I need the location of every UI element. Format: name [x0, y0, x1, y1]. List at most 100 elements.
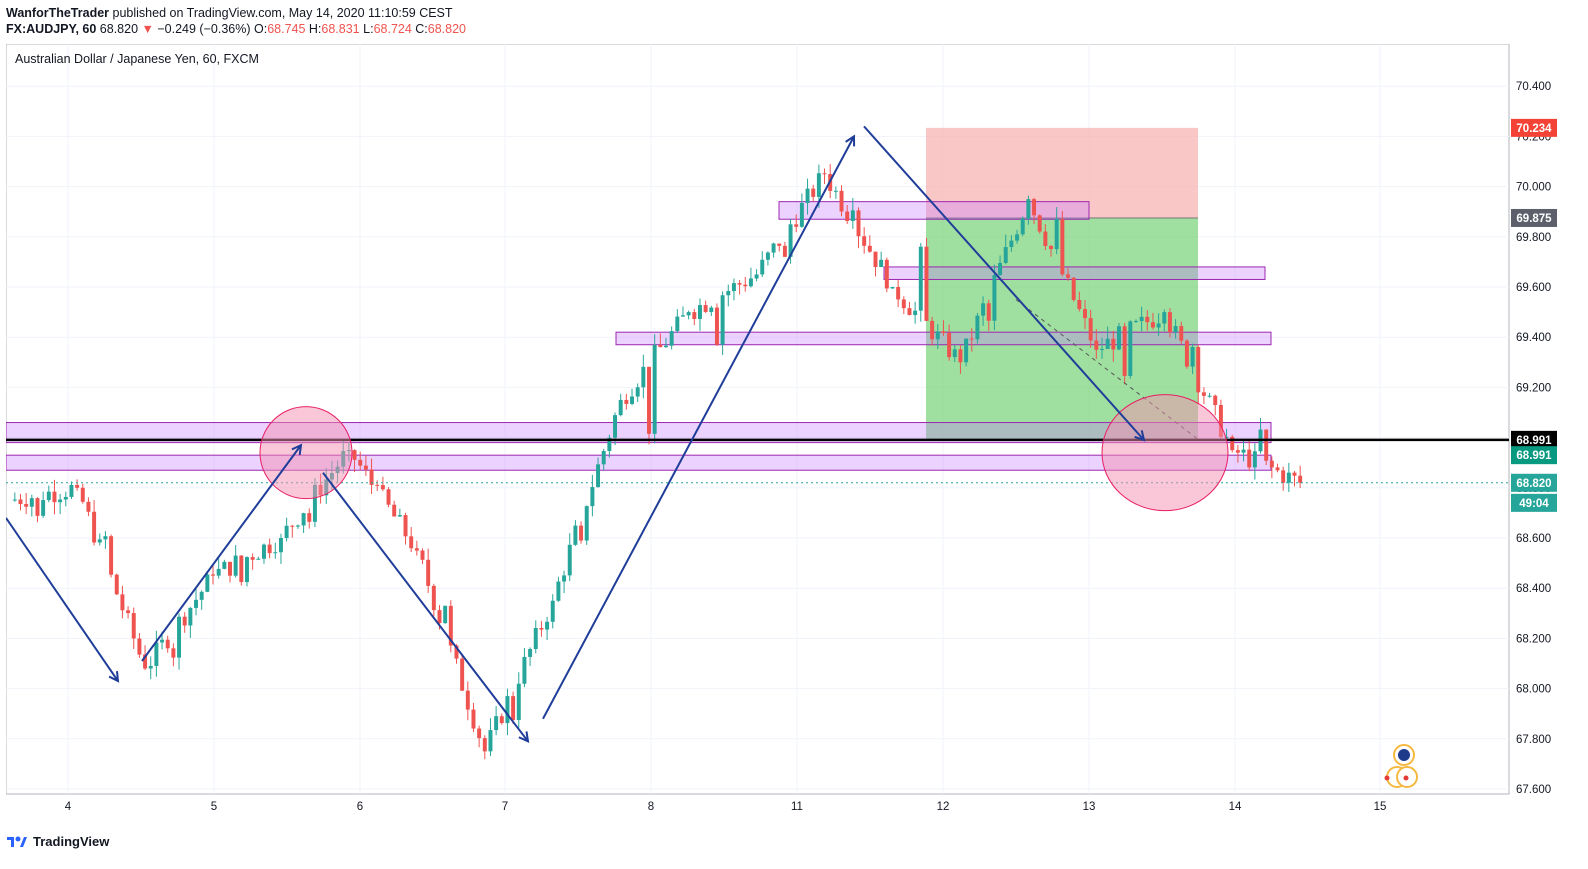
candle-body	[958, 349, 963, 363]
candle-body	[1264, 429, 1269, 461]
candle-body	[443, 605, 448, 624]
swing-arrow-line[interactable]	[863, 125, 1145, 441]
price-axis-label-text: 69.875	[1516, 213, 1552, 225]
candle-body	[420, 550, 425, 560]
candle-body	[596, 464, 601, 488]
sr-zone[interactable]	[6, 454, 1272, 471]
candle-body	[1060, 219, 1065, 275]
candle-body	[975, 315, 980, 340]
candle-body	[528, 649, 533, 657]
candle-body	[839, 190, 844, 212]
candle-body	[562, 575, 567, 582]
publish-header: WanforTheTrader published on TradingView…	[6, 5, 453, 21]
candle-body	[822, 173, 827, 175]
candle-body	[924, 246, 929, 321]
candle-body	[52, 491, 57, 503]
tradingview-logo[interactable]: TradingView	[6, 831, 109, 851]
y-tick-label: 67.600	[1516, 784, 1551, 796]
candle-body	[148, 665, 153, 669]
candle-body	[426, 559, 431, 586]
candle-body	[471, 709, 476, 729]
swing-arrow-line[interactable]	[141, 444, 302, 662]
candle-body	[550, 600, 555, 622]
swing-arrow-line[interactable]	[322, 472, 529, 742]
stop-loss-zone[interactable]	[926, 127, 1198, 218]
candle-body	[630, 396, 635, 404]
sr-zone[interactable]	[778, 201, 1090, 220]
candle-body	[233, 555, 238, 576]
tradingview-icon	[7, 836, 27, 847]
candle-body	[97, 539, 102, 543]
candle-body	[748, 278, 753, 287]
candle-body	[454, 645, 459, 659]
candle-body	[114, 574, 119, 595]
candle-body	[714, 307, 719, 345]
candle-body	[850, 210, 855, 221]
events-icon[interactable]	[1384, 744, 1418, 788]
candle-body	[1281, 470, 1286, 483]
candle-body	[635, 387, 640, 397]
price-axis: 70.40070.20070.00069.80069.60069.40069.2…	[1511, 81, 1557, 796]
candle-body	[380, 485, 385, 490]
arrow-head	[518, 731, 530, 743]
candle-body	[267, 544, 272, 554]
candle-body	[409, 536, 414, 549]
y-tick-label: 69.800	[1516, 232, 1551, 244]
candle-body	[782, 245, 787, 257]
candle-body	[890, 287, 895, 289]
candle-body	[307, 513, 312, 522]
candle-body	[1009, 240, 1014, 248]
candle-body	[1190, 347, 1195, 367]
candle-body	[375, 484, 380, 486]
candle-body	[1298, 475, 1303, 483]
y-tick-label: 68.400	[1516, 583, 1551, 595]
candle-body	[1275, 467, 1280, 471]
sr-zone[interactable]	[883, 266, 1266, 280]
author-name[interactable]: WanforTheTrader	[6, 6, 110, 20]
candle-body	[1128, 321, 1133, 376]
candle-body	[261, 544, 266, 559]
candle-body	[947, 332, 952, 358]
candle-body	[245, 557, 249, 583]
candle-body	[165, 639, 170, 649]
candle-body	[24, 504, 29, 507]
candle-body	[799, 202, 804, 227]
candle-body	[1094, 340, 1099, 350]
price-chart[interactable]: 70.40070.20070.00069.80069.60069.40069.2…	[6, 44, 1562, 822]
candle-body	[556, 581, 561, 601]
y-tick-label: 69.400	[1516, 332, 1551, 344]
candle-body	[431, 585, 436, 611]
candle-body	[290, 525, 295, 527]
x-tick-label: 8	[648, 801, 654, 813]
swing-arrow-line[interactable]	[6, 517, 119, 682]
candle-body	[777, 243, 782, 246]
candle-body	[533, 627, 538, 650]
candle-body	[992, 275, 997, 321]
price-axis-label-text: 68.991	[1516, 435, 1552, 447]
x-tick-label: 6	[357, 801, 363, 813]
candle-body	[284, 525, 289, 538]
candle-body	[137, 638, 142, 655]
candle-body	[1207, 395, 1212, 397]
candle-body	[862, 236, 867, 246]
candle-body	[573, 525, 578, 545]
highlight-circle[interactable]	[259, 406, 353, 500]
candle-body	[930, 320, 935, 340]
candle-body	[477, 728, 482, 739]
candle-body	[358, 459, 363, 466]
candle-body	[613, 415, 618, 438]
candle-body	[952, 349, 957, 358]
price-axis-label	[1511, 208, 1557, 227]
close-value: 68.820	[427, 22, 467, 36]
highlight-circle[interactable]	[1101, 394, 1229, 512]
open-value: 68.745	[267, 22, 306, 36]
candle-body	[765, 252, 770, 260]
candle-body	[692, 312, 697, 319]
chart-title: Australian Dollar / Japanese Yen, 60, FX…	[15, 52, 259, 66]
candle-body	[1230, 436, 1235, 451]
swing-arrow-line[interactable]	[542, 135, 855, 720]
x-tick-label: 11	[791, 801, 803, 813]
candle-body	[63, 496, 68, 500]
x-tick-label: 4	[65, 801, 72, 813]
candle-body	[879, 259, 884, 268]
